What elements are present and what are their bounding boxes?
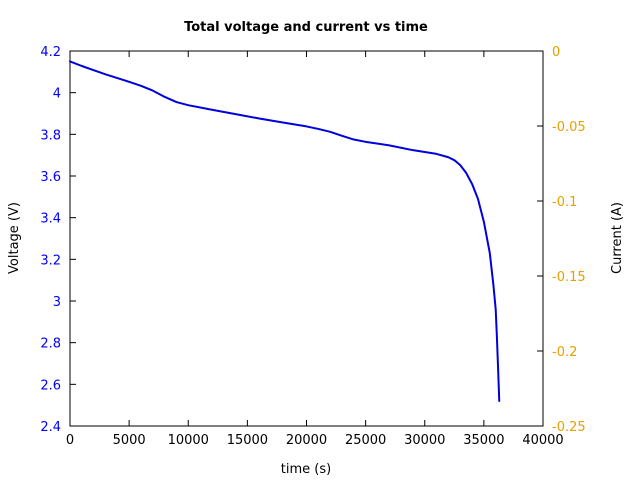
x-tick-label: 15000: [227, 433, 268, 448]
series-layer: [69, 60, 501, 402]
chart-title: Total voltage and current vs time: [184, 20, 428, 35]
y-right-tick-label: -0.25: [552, 420, 586, 435]
y-right-tick-label: -0.15: [552, 270, 586, 285]
y-left-tick-label: 2.6: [40, 378, 61, 393]
y-left-tick-label: 3.6: [40, 170, 61, 185]
y-right-tick-label: -0.2: [552, 345, 577, 360]
x-tick-label: 5000: [113, 433, 146, 448]
x-tick-label: 35000: [463, 433, 504, 448]
x-tick-label: 10000: [168, 433, 209, 448]
y-axis-right: -0.25 -0.2 -0.15 -0.1 -0.05 0: [537, 45, 586, 435]
plot-frame: [69, 50, 544, 427]
x-tick-label: 0: [66, 433, 74, 448]
y-left-tick-label: 4: [53, 87, 61, 102]
y-left-tick-label: 3.2: [40, 253, 61, 268]
y-left-tick-label: 2.4: [40, 420, 61, 435]
x-tick-label: 25000: [345, 433, 386, 448]
x-axis: 0 5000 10000 15000 20000 25000 30000 35000 40000: [66, 51, 564, 448]
y-axis-left-label: Voltage (V): [7, 202, 22, 274]
voltage-line: [69, 60, 501, 402]
x-tick-label: 30000: [404, 433, 445, 448]
y-axis-right-label: Current (A): [610, 202, 625, 274]
y-right-tick-label: 0: [552, 45, 560, 60]
y-right-tick-label: -0.1: [552, 195, 577, 210]
y-right-tick-label: -0.05: [552, 120, 586, 135]
y-left-tick-label: 3.8: [40, 128, 61, 143]
y-left-tick-label: 3: [53, 295, 61, 310]
y-left-tick-label: 3.4: [40, 212, 61, 227]
x-tick-label: 40000: [522, 433, 563, 448]
x-axis-label: time (s): [281, 462, 331, 477]
y-left-tick-label: 4.2: [40, 45, 61, 60]
y-axis-left: 2.4 2.6 2.8 3 3.2 3.4 3.6 3.8 4 4.2: [40, 45, 76, 435]
x-tick-label: 20000: [286, 433, 327, 448]
y-left-tick-label: 2.8: [40, 337, 61, 352]
